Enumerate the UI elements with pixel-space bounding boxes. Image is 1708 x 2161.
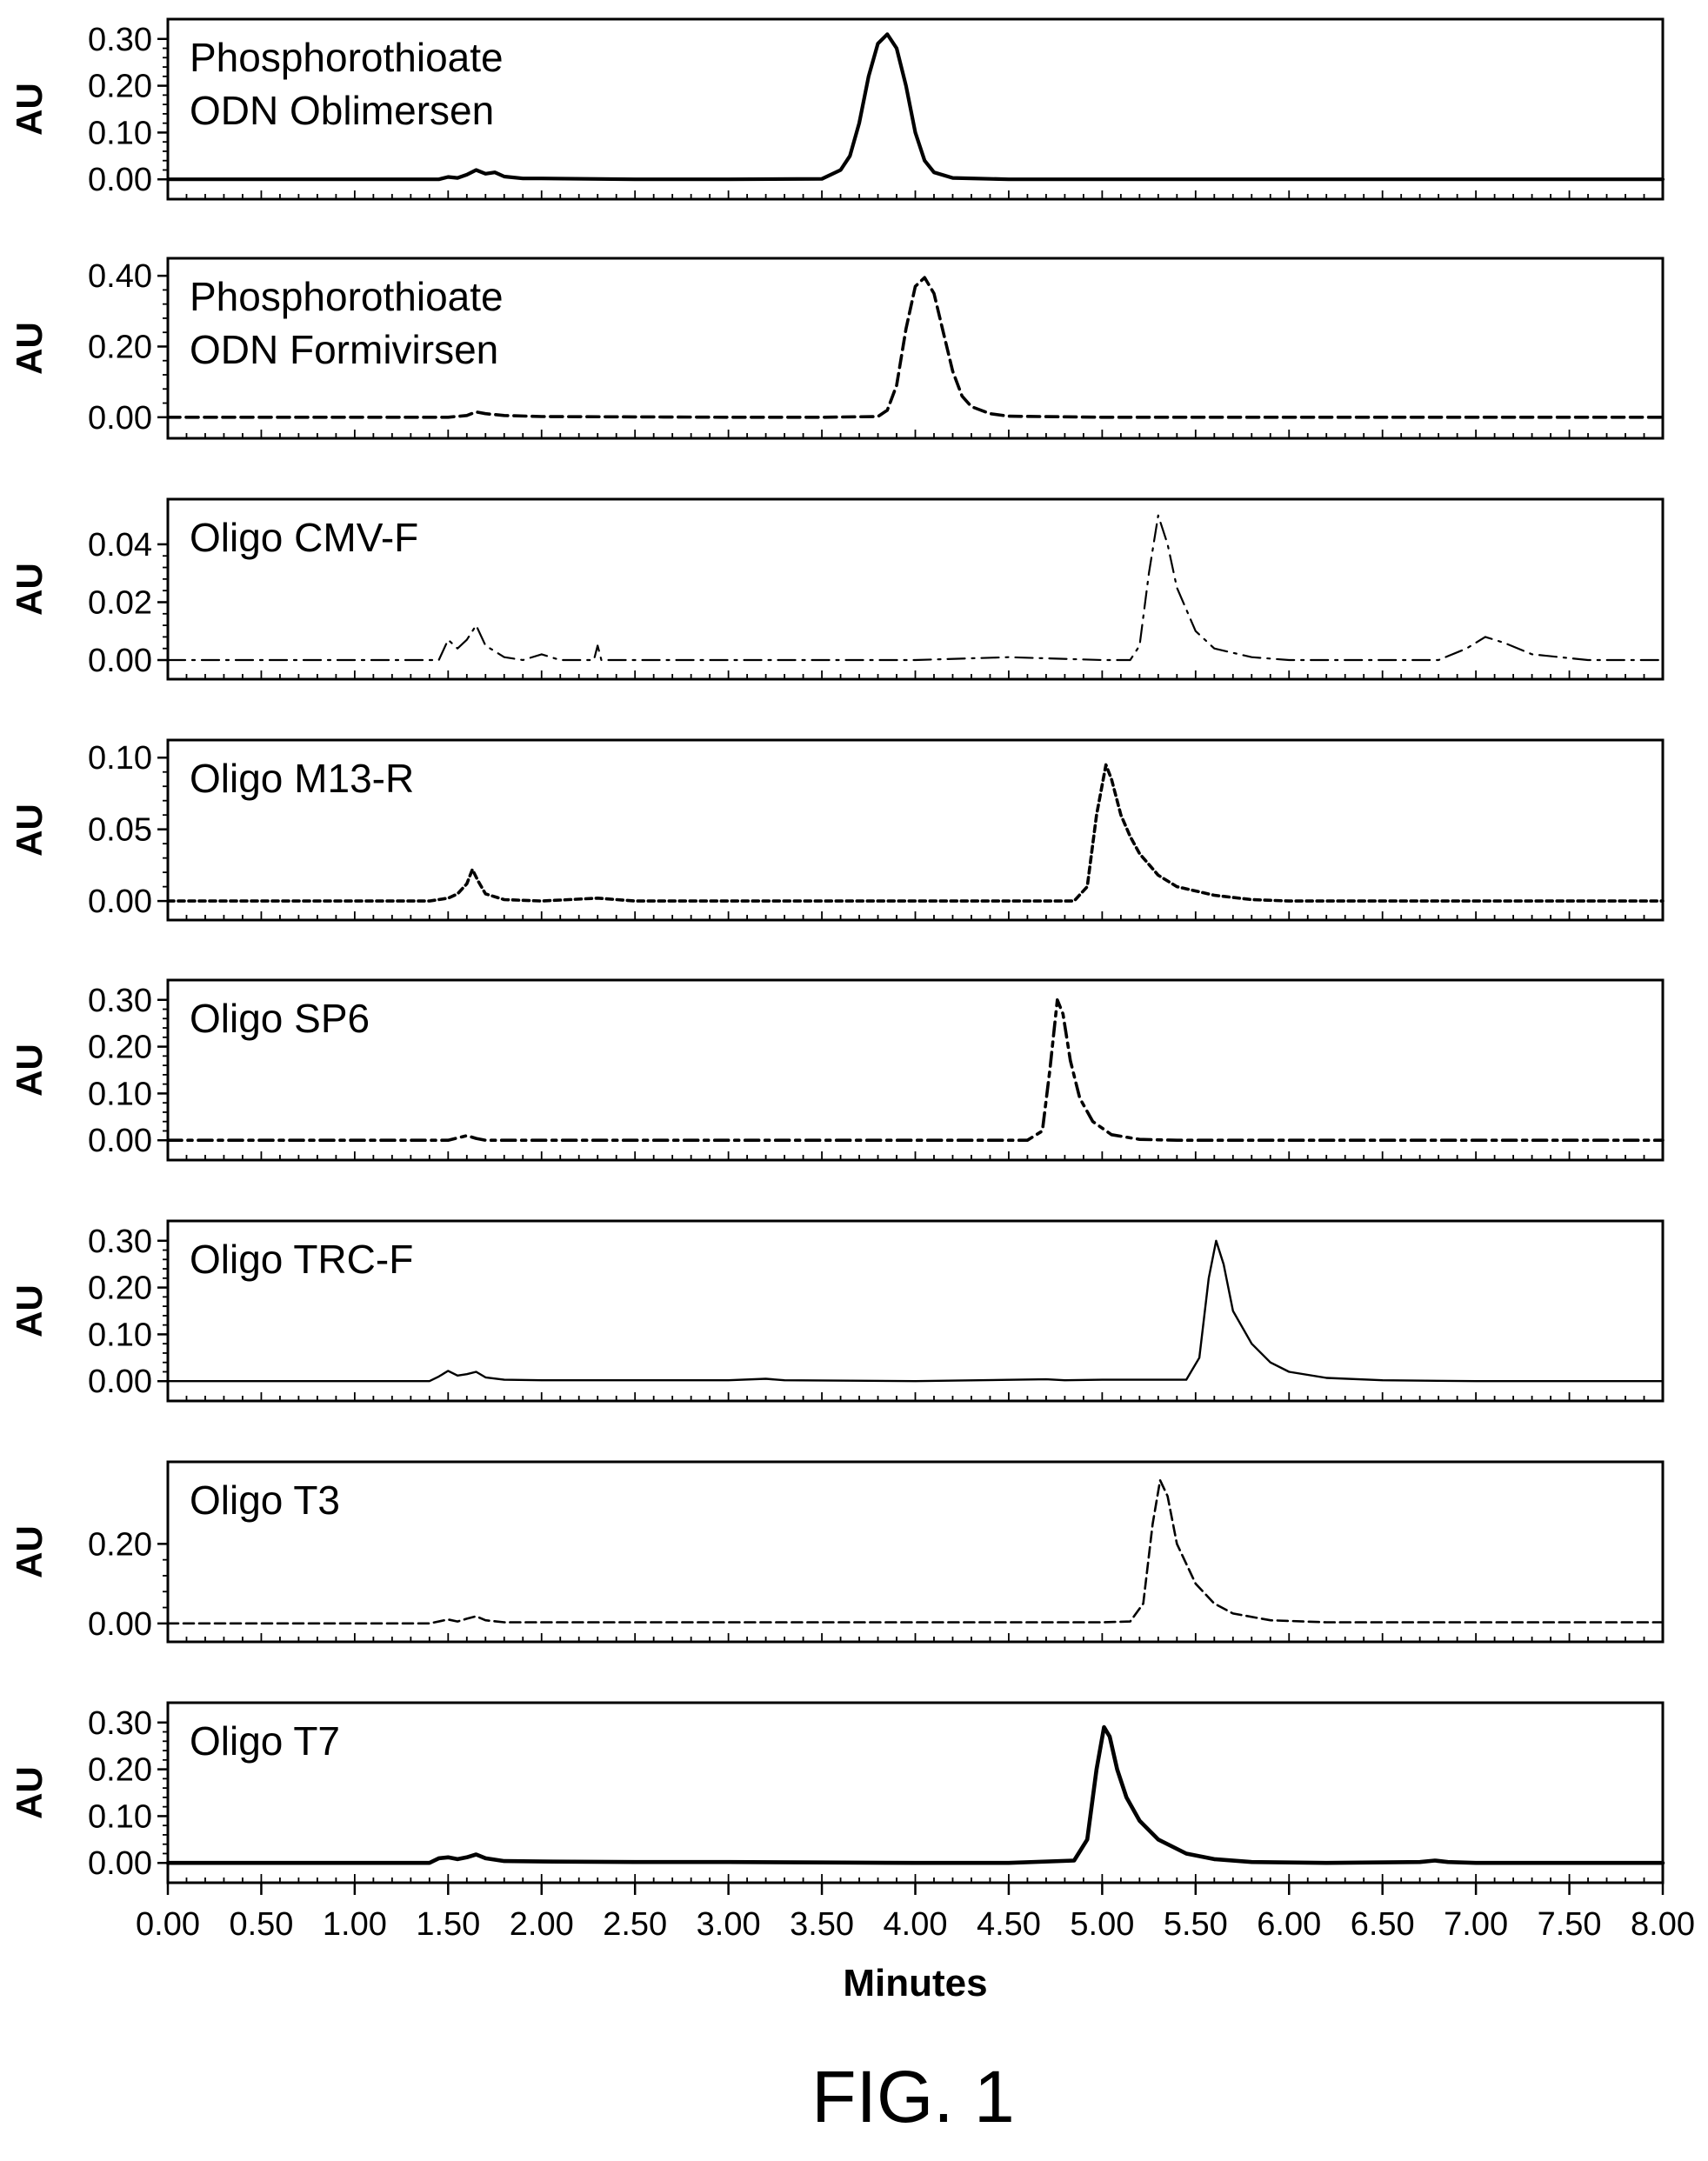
panel-title: Oligo TRC-F — [190, 1237, 413, 1282]
chromatogram-trace — [166, 1239, 1665, 1383]
panel-title: Phosphorothioate — [190, 274, 504, 319]
x-tick-label: 4.50 — [977, 1906, 1041, 1943]
y-axis-label: AU — [9, 1766, 50, 1819]
y-axis-label: AU — [9, 1525, 50, 1578]
y-tick-label: 0.20 — [88, 329, 152, 365]
x-tick-label: 5.00 — [1070, 1906, 1134, 1943]
panel-title: Oligo M13-R — [190, 756, 414, 801]
chromatogram-trace — [166, 1478, 1665, 1625]
y-tick-label: 0.20 — [88, 1030, 152, 1066]
x-tick-label: 3.50 — [790, 1906, 854, 1943]
panel-title: Oligo T3 — [190, 1477, 340, 1523]
y-axis-label: AU — [9, 804, 50, 857]
y-tick-label: 0.04 — [88, 527, 152, 564]
chromatogram-trace — [165, 1724, 1665, 1865]
y-axis-label: AU — [9, 322, 50, 375]
y-tick-label: 0.20 — [88, 1526, 152, 1563]
y-tick-label: 0.00 — [88, 643, 152, 679]
y-tick-label: 0.00 — [88, 884, 152, 920]
chromatogram-trace — [166, 763, 1665, 903]
y-tick-label: 0.30 — [88, 22, 152, 58]
chromatogram-trace — [165, 32, 1665, 182]
x-tick-label: 0.00 — [136, 1906, 200, 1943]
y-tick-label: 0.40 — [88, 258, 152, 295]
y-axis-label: AU — [9, 83, 50, 136]
y-tick-label: 0.02 — [88, 584, 152, 621]
y-tick-label: 0.10 — [88, 740, 152, 777]
x-tick-label: 7.00 — [1444, 1906, 1508, 1943]
x-tick-label: 2.00 — [510, 1906, 574, 1943]
x-tick-label: 3.00 — [697, 1906, 761, 1943]
x-tick-label: 7.50 — [1538, 1906, 1602, 1943]
y-axis-label: AU — [9, 563, 50, 616]
panel-title: Oligo SP6 — [190, 996, 370, 1041]
panel-title: Oligo T7 — [190, 1718, 340, 1764]
x-axis-label: Minutes — [843, 1962, 987, 2004]
plot-frame — [166, 1701, 1665, 1884]
y-tick-label: 0.10 — [88, 1076, 152, 1112]
x-tick-label: 5.50 — [1164, 1906, 1228, 1943]
y-tick-label: 0.10 — [88, 1798, 152, 1835]
chart-panel: 0.00 0.02 0.04 AU Oligo CMV-F — [9, 497, 1665, 681]
y-axis-label: AU — [9, 1284, 50, 1337]
x-tick-label: 1.50 — [416, 1906, 480, 1943]
chart-panel: 0.00 0.10 0.20 0.30 AU Oligo TRC-F — [9, 1219, 1665, 1403]
y-tick-label: 0.00 — [88, 1364, 152, 1400]
chart-panel: 0.00 0.05 0.10 AU Oligo M13-R — [9, 738, 1665, 922]
y-tick-label: 0.30 — [88, 1705, 152, 1742]
chart-panel: 0.00 0.20 AU Oligo T3 — [9, 1460, 1665, 1644]
y-tick-label: 0.20 — [88, 1271, 152, 1307]
y-tick-label: 0.05 — [88, 812, 152, 849]
x-tick-label: 1.00 — [323, 1906, 387, 1943]
plot-frame — [166, 978, 1665, 1162]
chromatogram-trace — [166, 998, 1665, 1142]
y-tick-label: 0.30 — [88, 983, 152, 1019]
x-tick-label: 4.00 — [884, 1906, 948, 1943]
panel-title: ODN Oblimersen — [190, 88, 494, 133]
y-tick-label: 0.30 — [88, 1224, 152, 1260]
chromatogram-trace — [166, 276, 1665, 419]
y-tick-label: 0.00 — [88, 1845, 152, 1882]
chart-panel: 0.00 0.10 0.20 0.30 AU Oligo SP6 — [9, 978, 1665, 1162]
chart-panel: 0.00 0.20 0.40 AU Phosphorothioate ODN Formiv… — [9, 257, 1665, 440]
y-tick-label: 0.20 — [88, 69, 152, 105]
panel-title: Phosphorothioate — [190, 35, 504, 80]
panel-title: Oligo CMV-F — [190, 515, 418, 560]
y-axis-label: AU — [9, 1044, 50, 1097]
plot-frame — [166, 1460, 1665, 1644]
x-tick-label: 0.50 — [229, 1906, 293, 1943]
x-tick-label: 6.00 — [1257, 1906, 1321, 1943]
x-axis: 0.00 0.50 1.00 1.50 2.00 2.50 3.00 3.50 4.00 4.50… — [136, 1883, 1695, 1943]
y-tick-label: 0.10 — [88, 1317, 152, 1353]
panel-title: ODN Formivirsen — [190, 327, 498, 372]
y-tick-label: 0.00 — [88, 162, 152, 198]
figure-caption: FIG. 1 — [811, 2056, 1014, 2138]
x-tick-label: 6.50 — [1351, 1906, 1415, 1943]
x-tick-label: 2.50 — [603, 1906, 667, 1943]
chart-panel: 0.00 0.10 0.20 0.30 AU Phosphorothioate ODN Ob… — [9, 17, 1665, 201]
x-tick-label: 8.00 — [1631, 1906, 1695, 1943]
y-tick-label: 0.10 — [88, 115, 152, 151]
y-tick-label: 0.00 — [88, 400, 152, 437]
y-tick-label: 0.00 — [88, 1123, 152, 1159]
chromatogram-trace — [166, 514, 1665, 662]
y-tick-label: 0.00 — [88, 1606, 152, 1643]
y-tick-label: 0.20 — [88, 1752, 152, 1789]
chart-panel: 0.00 0.10 0.20 0.30 AU Oligo T7 — [9, 1701, 1665, 1884]
